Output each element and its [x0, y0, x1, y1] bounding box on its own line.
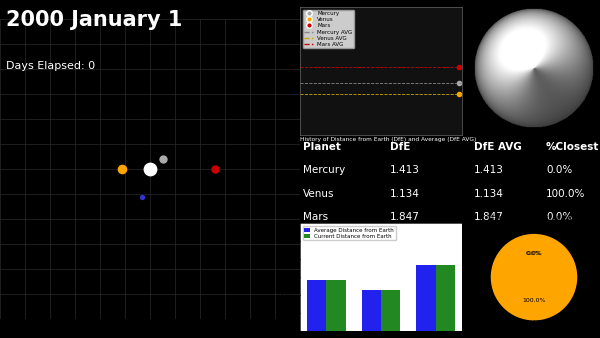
- Text: 1.134: 1.134: [390, 189, 420, 199]
- Text: Mars: Mars: [303, 212, 328, 222]
- Legend: Average Distance from Earth, Current Distance from Earth: Average Distance from Earth, Current Dis…: [303, 226, 396, 240]
- Point: [137, 194, 147, 200]
- Bar: [326, 280, 346, 331]
- Text: 1.413: 1.413: [474, 165, 504, 175]
- Text: 1.134: 1.134: [474, 189, 504, 199]
- Text: 0.0%: 0.0%: [526, 251, 542, 256]
- Bar: [381, 290, 400, 331]
- Text: 1.847: 1.847: [390, 212, 420, 222]
- Text: 0.0%: 0.0%: [546, 165, 572, 175]
- Text: 1.847: 1.847: [474, 212, 504, 222]
- Bar: [416, 265, 436, 331]
- Text: Days Elapsed: 0: Days Elapsed: 0: [6, 61, 95, 71]
- Wedge shape: [491, 234, 577, 320]
- Text: DfE: DfE: [390, 142, 410, 152]
- Legend: Mercury, Venus, Mars, Mercury AVG, Venus AVG, Mars AVG: Mercury, Venus, Mars, Mercury AVG, Venus…: [303, 9, 354, 48]
- Text: 1.413: 1.413: [390, 165, 420, 175]
- Text: 100.0%: 100.0%: [546, 189, 586, 199]
- Text: Mercury: Mercury: [303, 165, 345, 175]
- Point: [210, 166, 220, 172]
- Text: 0.0%: 0.0%: [526, 251, 542, 256]
- Bar: [307, 280, 326, 331]
- Text: %Closest: %Closest: [546, 142, 599, 152]
- Point: [117, 166, 127, 172]
- Text: 0.0%: 0.0%: [546, 212, 572, 222]
- Text: Planet: Planet: [303, 142, 341, 152]
- Text: Venus: Venus: [534, 320, 553, 325]
- Title: Time spent closest to Earth: Time spent closest to Earth: [486, 215, 582, 221]
- Text: Venus: Venus: [303, 189, 335, 199]
- Text: Mars: Mars: [534, 229, 549, 234]
- Y-axis label: AU: AU: [268, 272, 274, 282]
- Point: [145, 166, 155, 172]
- Text: 2000 January 1: 2000 January 1: [6, 10, 182, 30]
- Text: 100.0%: 100.0%: [522, 298, 546, 304]
- Text: DfE AVG: DfE AVG: [474, 142, 522, 152]
- Point: [158, 156, 168, 162]
- Text: Mercury: Mercury: [508, 229, 534, 234]
- Bar: [436, 265, 455, 331]
- Text: History of Distance from Earth (DfE) and Average (DfE AVG): History of Distance from Earth (DfE) and…: [300, 137, 476, 142]
- Bar: [362, 290, 381, 331]
